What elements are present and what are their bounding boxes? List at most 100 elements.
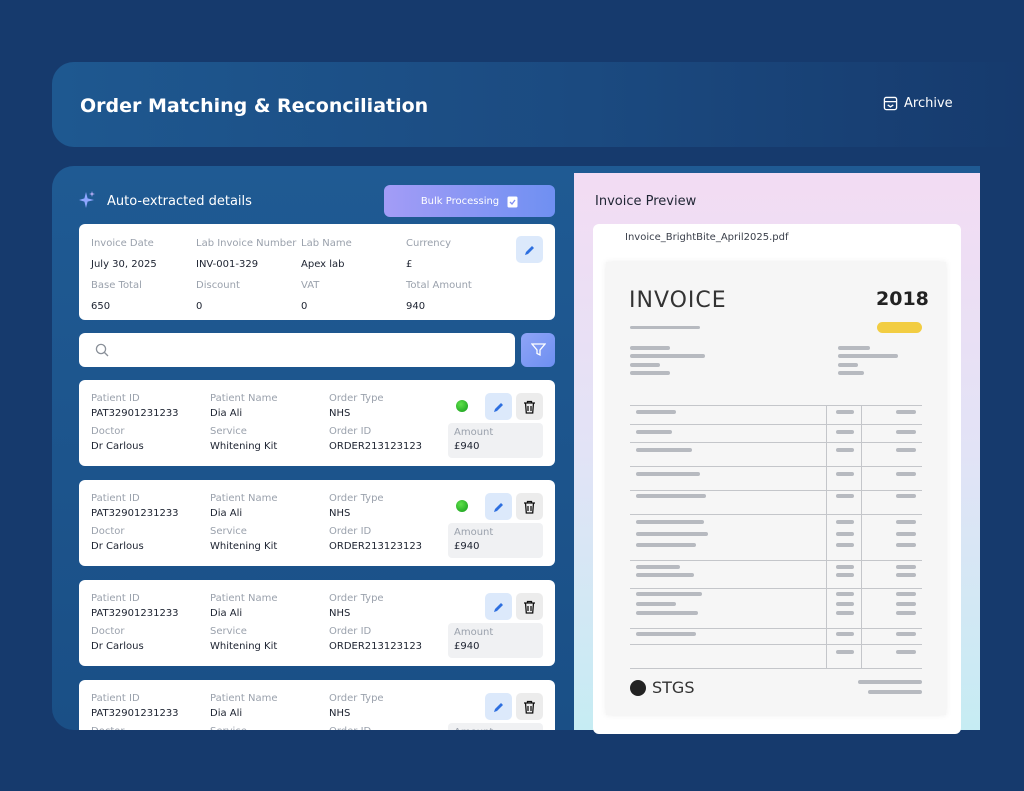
text-line — [838, 363, 858, 367]
table-cell — [896, 611, 916, 615]
table-rule — [630, 588, 922, 589]
delete-order-button[interactable] — [516, 593, 543, 620]
table-cell — [636, 611, 698, 615]
table-cell — [896, 632, 916, 636]
order-field-value: Dr Carlous — [91, 641, 144, 652]
field-value: 0 — [301, 301, 308, 312]
table-cell — [896, 602, 916, 606]
table-cell — [636, 632, 696, 636]
table-rule — [630, 490, 922, 491]
table-rule — [630, 560, 922, 561]
table-cell — [636, 565, 680, 569]
order-field-label: Patient Name — [210, 393, 278, 404]
amount-label: Amount — [454, 627, 494, 638]
amount-label: Amount — [454, 427, 494, 438]
field-label: Discount — [196, 280, 240, 291]
table-rule — [630, 466, 922, 467]
order-field-value: Dr Carlous — [91, 441, 144, 452]
text-line — [838, 354, 898, 358]
table-cell — [836, 472, 854, 476]
bulk-processing-label: Bulk Processing — [420, 195, 500, 207]
table-cell — [836, 602, 854, 606]
archive-icon — [883, 96, 898, 111]
delete-order-button[interactable] — [516, 393, 543, 420]
order-field-label: Patient ID — [91, 493, 140, 504]
table-cell — [836, 448, 854, 452]
edit-order-button[interactable] — [485, 493, 512, 520]
order-field-label: Patient ID — [91, 593, 140, 604]
text-line — [630, 354, 705, 358]
order-field-value: Whitening Kit — [210, 441, 278, 452]
order-field-value: Dia Ali — [210, 508, 243, 519]
table-cell — [896, 472, 916, 476]
order-field-label: Doctor — [91, 526, 125, 537]
amount-box: Amount £940 — [448, 623, 543, 658]
table-cell — [836, 573, 854, 577]
footer-line — [868, 690, 922, 694]
edit-order-button[interactable] — [485, 393, 512, 420]
amount-box: Amount£940 — [448, 423, 543, 458]
order-field-label: Order Type — [329, 593, 384, 604]
order-field-label: Order Type — [329, 693, 384, 704]
order-field-label: Order ID — [329, 426, 372, 437]
bulk-processing-button[interactable]: Bulk Processing — [384, 185, 555, 217]
amount-label: Amount — [454, 727, 493, 730]
table-cell — [836, 650, 854, 654]
table-cell — [636, 472, 700, 476]
order-field-value: Dr Carlous — [91, 541, 144, 552]
table-cell — [636, 532, 708, 536]
field-value: 650 — [91, 301, 111, 312]
table-cell — [836, 632, 854, 636]
amount-box: Amount£940 — [448, 723, 543, 730]
table-cell — [636, 592, 702, 596]
search-input[interactable] — [79, 333, 515, 367]
order-field-label: Patient Name — [210, 493, 278, 504]
table-rule — [630, 442, 922, 443]
text-line — [630, 326, 700, 329]
edit-order-button[interactable] — [485, 593, 512, 620]
order-field-label: Service — [210, 426, 247, 437]
table-rule — [630, 424, 922, 425]
details-card: Invoice Date July 30, 2025 Lab Invoice Num… — [79, 224, 555, 320]
text-line — [630, 371, 670, 375]
page-title: Order Matching & Reconciliation — [80, 95, 429, 117]
order-field-value: NHS — [329, 708, 351, 719]
table-cell — [636, 430, 672, 434]
table-cell — [836, 410, 854, 414]
invoice-year: 2018 — [876, 288, 929, 310]
amount-box: Amount£940 — [448, 523, 543, 558]
order-field-label: Patient Name — [210, 593, 278, 604]
text-line — [838, 346, 870, 350]
table-cell — [896, 592, 916, 596]
amount-label: Amount — [454, 527, 494, 538]
table-rule — [630, 405, 922, 406]
delete-order-button[interactable] — [516, 693, 543, 720]
filter-button[interactable] — [521, 333, 555, 367]
table-cell — [636, 543, 696, 547]
amount-value: £940 — [454, 641, 480, 652]
table-cell — [896, 448, 916, 452]
table-cell — [836, 611, 854, 615]
table-cell — [896, 494, 916, 498]
order-field-label: Patient ID — [91, 693, 140, 704]
order-field-label: Order ID — [329, 626, 372, 637]
delete-order-button[interactable] — [516, 493, 543, 520]
order-field-label: Order ID — [329, 526, 372, 537]
table-cell — [836, 520, 854, 524]
match-status-dot — [456, 400, 468, 412]
archive-button[interactable]: Archive — [883, 96, 953, 111]
order-field-label: Patient Name — [210, 693, 278, 704]
table-cell — [636, 410, 676, 414]
order-field-label: Order Type — [329, 393, 384, 404]
order-field-value: NHS — [329, 508, 351, 519]
table-cell — [836, 532, 854, 536]
edit-order-button[interactable] — [485, 693, 512, 720]
edit-details-button[interactable] — [516, 236, 543, 263]
table-column-rule — [861, 405, 862, 668]
table-column-rule — [826, 405, 827, 668]
order-field-label: Doctor — [91, 726, 124, 730]
